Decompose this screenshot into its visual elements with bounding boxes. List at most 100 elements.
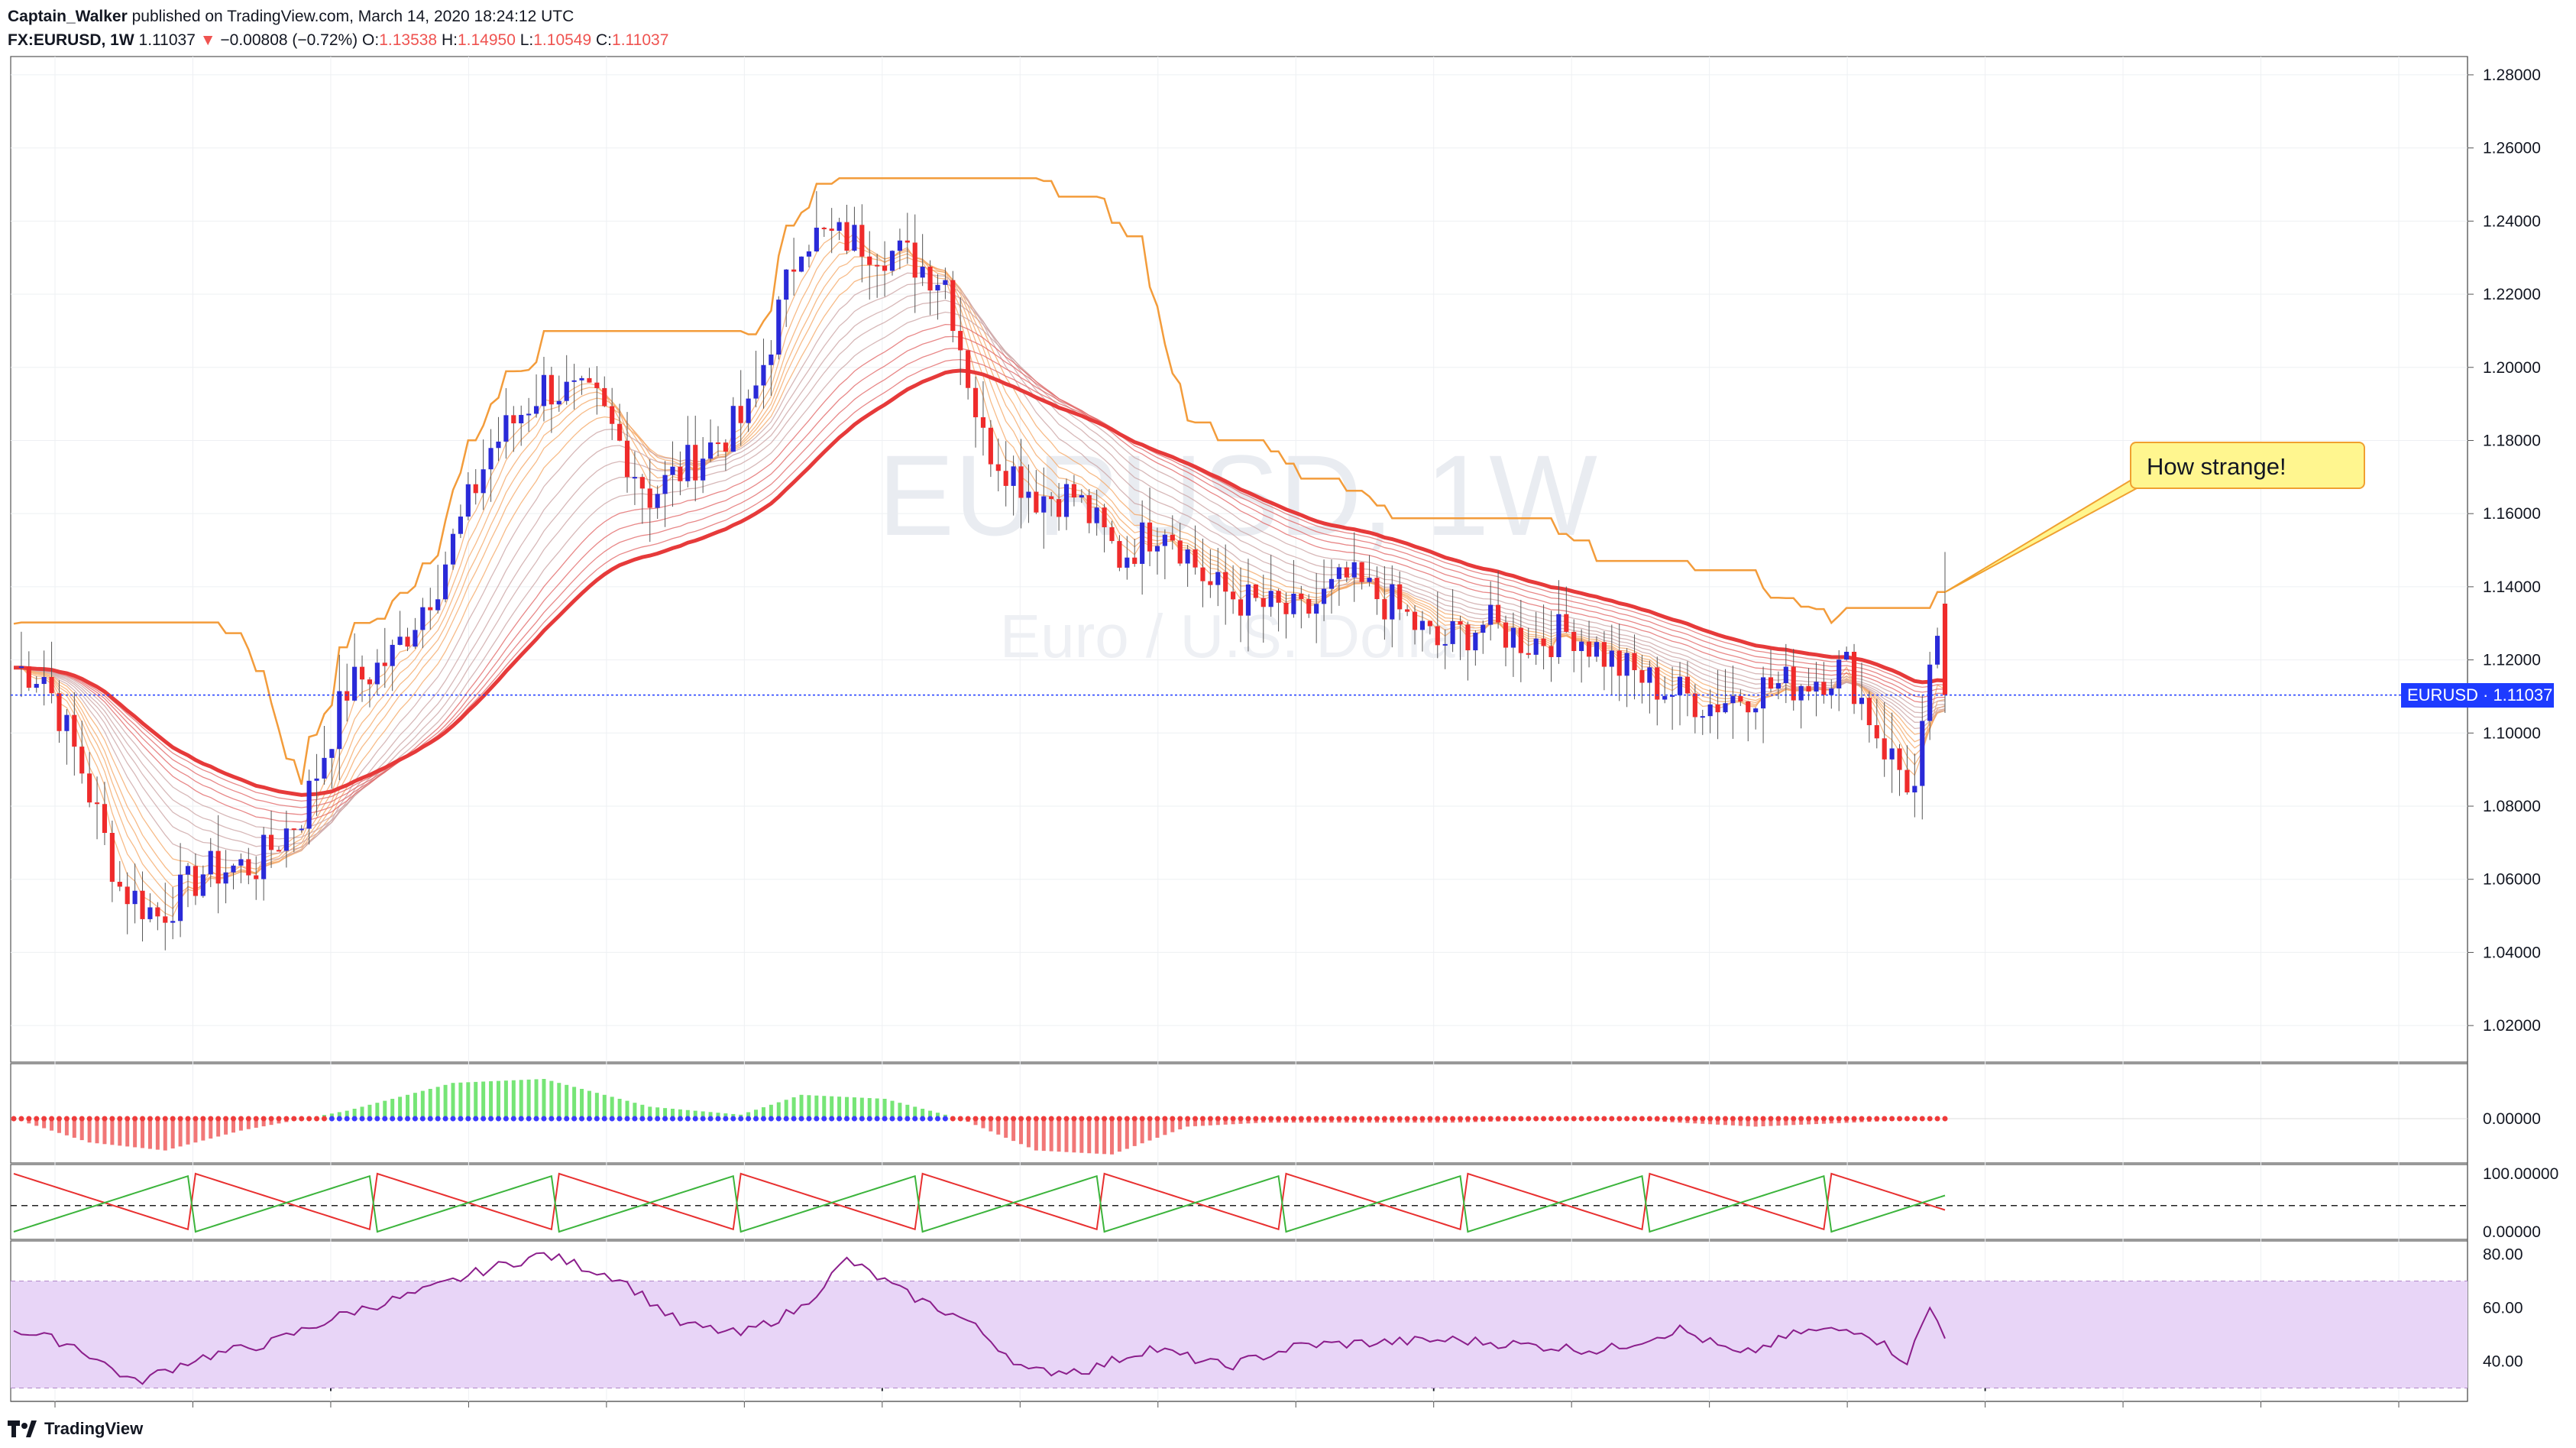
rsi-tick-label: 40.00 (2483, 1353, 2523, 1371)
candle-body (1844, 652, 1849, 660)
candle-body (1912, 786, 1917, 793)
candle-body (1723, 703, 1728, 713)
osc-dot (647, 1116, 653, 1122)
osc-dot (208, 1116, 214, 1122)
osc-bar (474, 1081, 478, 1119)
osc-dot (230, 1116, 236, 1122)
candle-body (117, 881, 122, 887)
osc-dot (359, 1116, 365, 1122)
y-tick-label: 1.20000 (2483, 359, 2541, 377)
candle-body (920, 267, 925, 278)
osc-dot (980, 1116, 986, 1122)
candle-body (1556, 614, 1561, 657)
candle-body (367, 679, 373, 685)
osc-dot (283, 1116, 290, 1122)
candle-body (435, 599, 441, 611)
candle-body (1791, 666, 1796, 701)
osc-bar (928, 1110, 933, 1119)
candle-body (1057, 499, 1062, 517)
candle-body (306, 780, 312, 829)
osc-dot (1624, 1116, 1630, 1122)
osc-dot (814, 1116, 820, 1122)
osc-dot (616, 1116, 623, 1122)
osc-dot (390, 1116, 396, 1122)
osc-dot (760, 1116, 766, 1122)
osc-dot (1253, 1116, 1259, 1122)
candle-body (806, 251, 812, 257)
annotation-callout[interactable]: How strange! (2130, 442, 2365, 489)
candle-body (564, 381, 569, 401)
osc-dot (314, 1116, 320, 1122)
osc-bar (935, 1113, 940, 1119)
candle-body (329, 749, 335, 758)
candle-body (1473, 633, 1478, 651)
osc-dot (412, 1116, 418, 1122)
osc-bar (1730, 1119, 1735, 1126)
osc-bar (1215, 1119, 1220, 1126)
candle-body (1632, 653, 1637, 671)
osc-dot (435, 1116, 441, 1122)
ema-line (13, 323, 1946, 823)
symbol-label[interactable]: FX:EURUSD, 1W (8, 31, 134, 49)
osc-dot (1056, 1116, 1062, 1122)
osc-dot (541, 1116, 547, 1122)
osc-dot (1162, 1116, 1168, 1122)
osc-dot (533, 1116, 539, 1122)
osc-bar (1087, 1119, 1092, 1154)
candle-body (1715, 704, 1720, 713)
osc-bar (519, 1080, 523, 1119)
osc-dot (79, 1116, 85, 1122)
candle-body (1677, 676, 1683, 695)
osc-dot (1586, 1116, 1592, 1122)
candle-body (897, 240, 902, 251)
osc-bar (921, 1109, 925, 1119)
candle-body (1193, 549, 1198, 568)
candle-body (1147, 522, 1153, 552)
candle-body (1306, 599, 1312, 614)
candle-body (1390, 584, 1395, 620)
osc-dot (844, 1116, 850, 1122)
osc-dot (1260, 1116, 1267, 1122)
osc-dot (1654, 1116, 1660, 1122)
osc-bar (1117, 1119, 1121, 1152)
osc-dot (1563, 1116, 1569, 1122)
osc-dot (1768, 1116, 1774, 1122)
osc-dot (1306, 1116, 1312, 1122)
candle-body (1086, 495, 1092, 523)
osc-dot (1071, 1116, 1077, 1122)
ema-line (13, 238, 1946, 909)
osc-dot (1934, 1116, 1940, 1122)
author-name[interactable]: Captain_Walker (8, 8, 128, 25)
osc-bar (503, 1080, 508, 1119)
osc-dot (859, 1116, 865, 1122)
candle-body (1549, 646, 1554, 657)
osc-dot (798, 1116, 804, 1122)
y-tick-label: 1.02000 (2483, 1017, 2541, 1035)
footer-brand[interactable]: TradingView (44, 1419, 144, 1438)
osc-dot (655, 1116, 661, 1122)
osc-bar (875, 1098, 879, 1119)
candle-body (1117, 541, 1122, 568)
osc-bar (511, 1080, 516, 1119)
osc-dot (601, 1116, 607, 1122)
osc-dot (1904, 1116, 1910, 1122)
candle-body (200, 874, 205, 896)
osc-dot (1889, 1116, 1895, 1122)
osc-dot (549, 1116, 555, 1122)
candle-body (1238, 599, 1244, 616)
osc-dot (1139, 1116, 1145, 1122)
osc-dot (328, 1116, 335, 1122)
osc-dot (1820, 1116, 1827, 1122)
osc-bar (1026, 1119, 1031, 1148)
rsi-tick-label: 60.00 (2483, 1300, 2523, 1317)
candle-body (723, 442, 728, 452)
tradingview-logo-icon[interactable] (8, 1419, 37, 1439)
candle-body (1412, 611, 1418, 630)
candle-body (1276, 591, 1281, 603)
osc-dot (1276, 1116, 1282, 1122)
candle-body (1208, 581, 1213, 585)
osc-dot (1927, 1116, 1933, 1122)
candle-body (1071, 484, 1076, 498)
osc-dot (1018, 1116, 1024, 1122)
